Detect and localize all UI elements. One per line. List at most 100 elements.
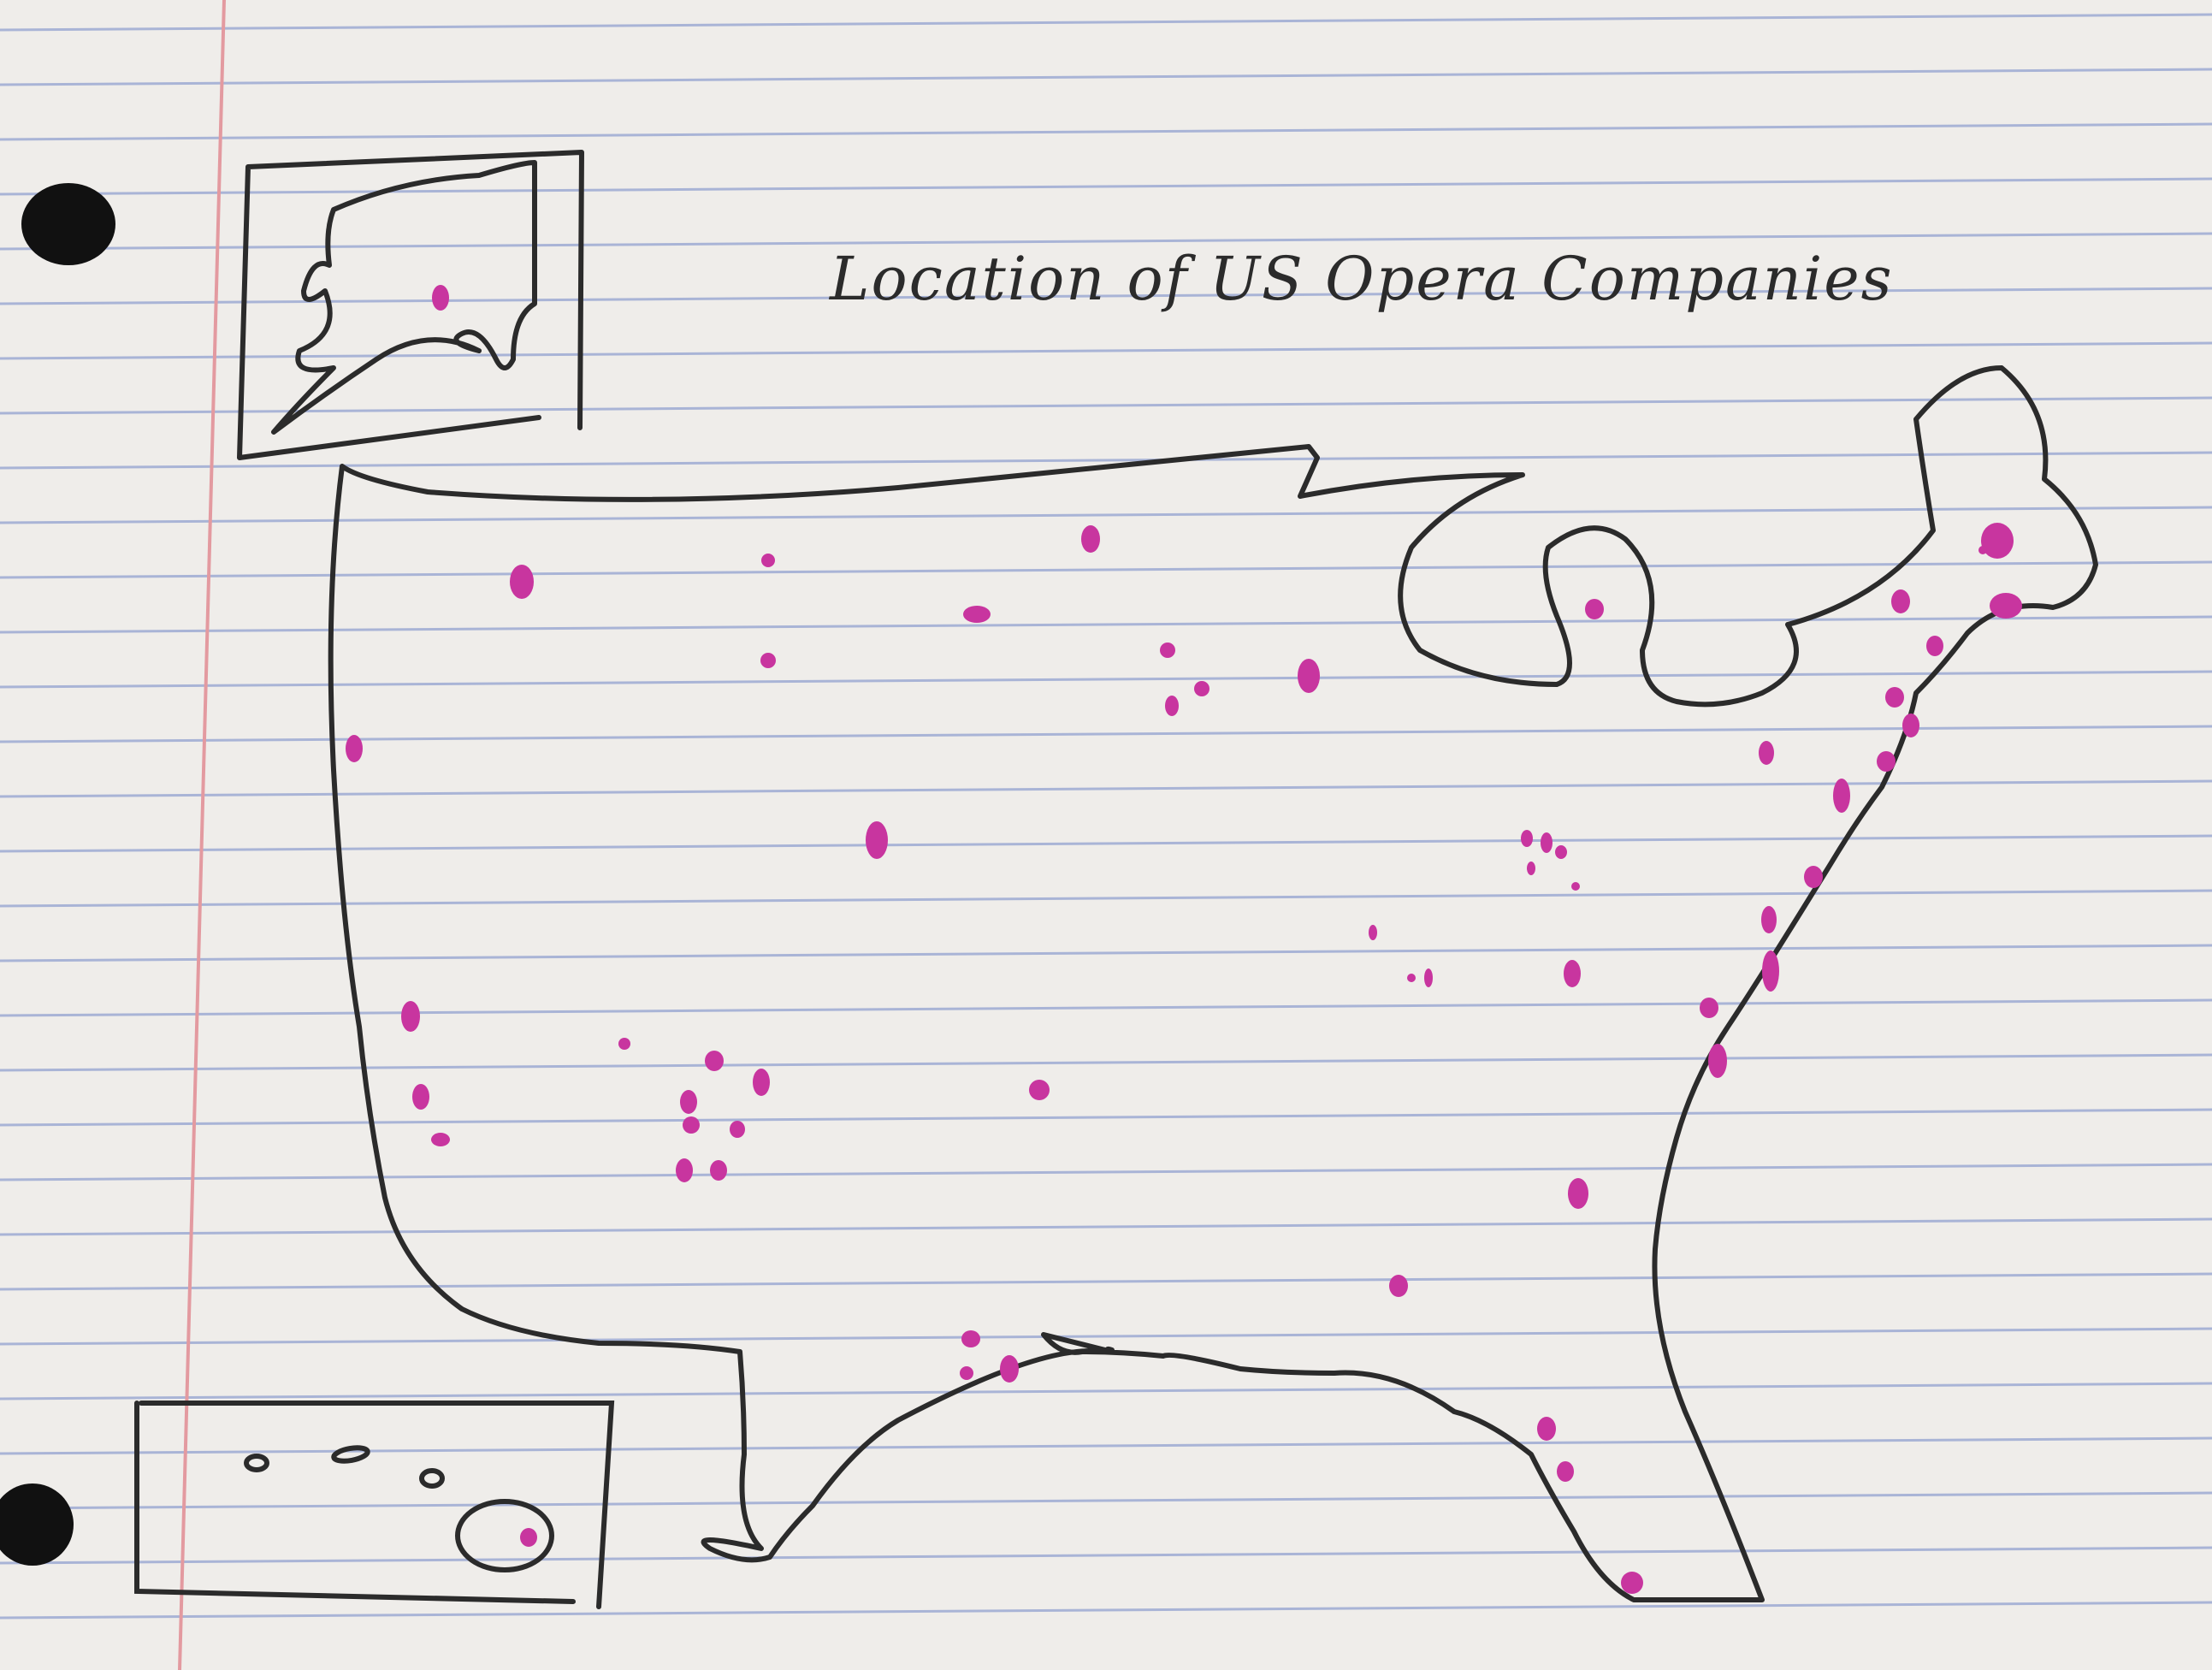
opera-company-dot bbox=[432, 285, 449, 311]
opera-company-dot bbox=[1160, 643, 1175, 658]
opera-company-dot bbox=[346, 735, 363, 762]
ruled-line bbox=[0, 122, 2212, 141]
opera-company-dot bbox=[1194, 681, 1210, 696]
opera-company-dot bbox=[1759, 741, 1774, 765]
ruled-line bbox=[0, 1272, 2212, 1291]
ruled-line bbox=[0, 506, 2212, 524]
ruled-line bbox=[0, 725, 2212, 743]
ruled-line bbox=[0, 1163, 2212, 1181]
ruled-line bbox=[0, 232, 2212, 251]
ruled-line bbox=[0, 13, 2212, 32]
opera-company-dots bbox=[346, 523, 2022, 1594]
ruled-line bbox=[0, 615, 2212, 634]
opera-company-dot bbox=[1902, 714, 1919, 737]
ruled-line bbox=[0, 287, 2212, 305]
opera-company-dot bbox=[1978, 546, 1987, 554]
opera-company-dot bbox=[1981, 523, 2014, 559]
ruled-line bbox=[0, 396, 2212, 415]
opera-company-dot bbox=[1521, 830, 1533, 847]
opera-company-dot bbox=[1407, 974, 1416, 982]
opera-company-dot bbox=[1298, 659, 1320, 693]
opera-company-dot bbox=[1885, 687, 1904, 708]
opera-company-dot bbox=[1557, 1461, 1574, 1482]
ruled-line bbox=[0, 451, 2212, 470]
ruled-line bbox=[0, 1217, 2212, 1236]
opera-company-dot bbox=[1700, 998, 1718, 1018]
hawaii-island bbox=[419, 1468, 445, 1489]
opera-company-dot bbox=[1621, 1572, 1643, 1594]
ruled-line bbox=[0, 1601, 2212, 1620]
ruled-line bbox=[0, 68, 2212, 86]
ruled-line bbox=[0, 889, 2212, 908]
opera-company-dot bbox=[710, 1160, 727, 1181]
opera-company-dot bbox=[1708, 1044, 1727, 1078]
opera-company-dot bbox=[760, 653, 776, 668]
ruled-line bbox=[0, 998, 2212, 1017]
punch-hole-bottom bbox=[0, 1483, 74, 1566]
opera-company-dot bbox=[676, 1158, 693, 1182]
opera-company-dot bbox=[1891, 589, 1910, 613]
opera-company-dot bbox=[510, 565, 534, 599]
ruled-line bbox=[0, 1436, 2212, 1455]
opera-company-dot bbox=[1833, 779, 1850, 813]
opera-company-dot bbox=[1527, 862, 1535, 875]
ruled-line bbox=[0, 834, 2212, 853]
opera-company-dot bbox=[618, 1038, 630, 1050]
opera-company-dot bbox=[705, 1051, 724, 1071]
opera-company-dot bbox=[730, 1121, 745, 1138]
hawaii-island bbox=[331, 1445, 370, 1464]
ruled-line bbox=[0, 341, 2212, 360]
ruled-line bbox=[0, 1327, 2212, 1346]
hawaii-island-circled bbox=[455, 1499, 554, 1572]
opera-company-dot bbox=[680, 1090, 697, 1114]
opera-company-dot bbox=[1369, 925, 1377, 940]
contiguous-us-outline bbox=[328, 365, 2098, 1603]
opera-company-dot bbox=[401, 1001, 420, 1032]
opera-company-dot bbox=[866, 821, 888, 859]
alaska-inset bbox=[237, 150, 584, 460]
hawaii-inset bbox=[134, 1401, 615, 1609]
opera-company-dot bbox=[1537, 1417, 1556, 1441]
opera-company-dot bbox=[1804, 866, 1823, 888]
opera-company-dot bbox=[1990, 593, 2022, 619]
opera-company-dot bbox=[961, 1330, 980, 1347]
opera-company-dot bbox=[1081, 525, 1100, 553]
map-title: Location of US Opera Companies bbox=[828, 244, 1894, 314]
ruled-line bbox=[0, 1491, 2212, 1510]
ruled-line bbox=[0, 944, 2212, 962]
opera-company-dot bbox=[1568, 1178, 1588, 1209]
ruled-line bbox=[0, 1108, 2212, 1127]
alaska-inset-frame bbox=[237, 150, 584, 460]
hawaii-island bbox=[244, 1454, 269, 1472]
ruled-line bbox=[0, 560, 2212, 579]
opera-company-dot bbox=[1165, 696, 1179, 716]
opera-company-dot bbox=[1555, 845, 1567, 859]
opera-company-dot bbox=[753, 1069, 770, 1096]
punch-hole-top bbox=[21, 183, 115, 265]
ruled-line bbox=[0, 177, 2212, 196]
alaska-outline bbox=[271, 160, 537, 435]
opera-company-dot bbox=[1541, 832, 1553, 853]
ruled-line bbox=[0, 1382, 2212, 1401]
ruled-line bbox=[0, 1053, 2212, 1072]
hawaii-inset-frame bbox=[134, 1401, 615, 1609]
opera-company-dot bbox=[1389, 1275, 1408, 1297]
ruled-line bbox=[0, 1546, 2212, 1565]
opera-company-dot bbox=[520, 1528, 537, 1547]
opera-company-dot bbox=[963, 606, 991, 623]
opera-company-dot bbox=[1424, 968, 1433, 987]
opera-company-dot bbox=[1877, 751, 1896, 772]
margin-line bbox=[178, 0, 226, 1670]
opera-company-dot bbox=[1571, 882, 1580, 891]
opera-company-dot bbox=[683, 1116, 700, 1134]
ruled-lines bbox=[0, 13, 2212, 1620]
opera-company-dot bbox=[1762, 950, 1779, 992]
ruled-line bbox=[0, 670, 2212, 689]
opera-company-dot bbox=[761, 554, 775, 567]
opera-company-dot bbox=[1926, 636, 1943, 656]
opera-company-dot bbox=[1000, 1355, 1019, 1383]
opera-company-dot bbox=[1564, 960, 1581, 987]
opera-company-dot bbox=[1761, 906, 1777, 933]
opera-company-dot bbox=[960, 1366, 973, 1380]
